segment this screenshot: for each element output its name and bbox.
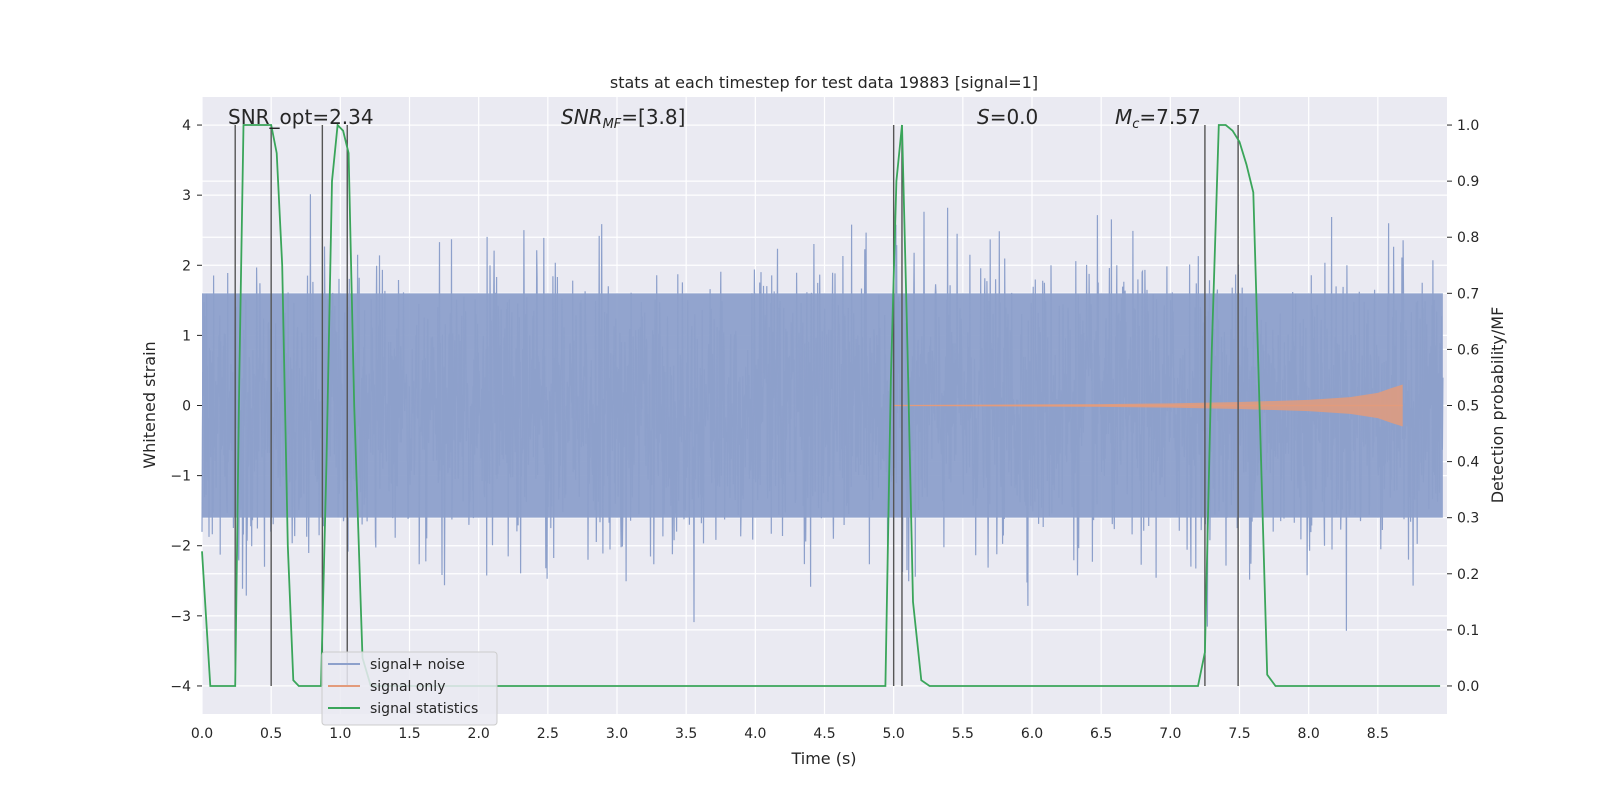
annotation-snr-opt: SNR_opt=2.34 — [228, 105, 374, 129]
y-right-tick-label: 0.1 — [1457, 623, 1479, 639]
legend: signal+ noise signal only signal statist… — [321, 651, 498, 726]
y-tick-label: −3 — [170, 609, 191, 625]
x-tick-label: 4.5 — [813, 726, 835, 742]
legend-label-stats: signal statistics — [370, 701, 478, 717]
y-right-axis-ticks: 0.0 0.1 0.2 0.3 0.4 0.5 0.6 0.7 0.8 0.9 1.0 — [1447, 118, 1479, 695]
x-tick-label: 5.5 — [952, 726, 974, 742]
legend-label-noise: signal+ noise — [370, 657, 465, 673]
x-tick-label: 6.5 — [1090, 726, 1112, 742]
chart-title: stats at each timestep for test data 198… — [610, 73, 1038, 92]
legend-box — [321, 651, 498, 726]
y-tick-label: 3 — [182, 188, 191, 204]
annotation-snr-mf: SNRMF=[3.8] — [561, 105, 685, 132]
signal-statistics-series — [201, 122, 1441, 687]
x-tick-label: 2.5 — [537, 726, 559, 742]
y-tick-label: 0 — [182, 399, 191, 415]
y-right-axis-label: Detection probability/MF — [1488, 307, 1507, 504]
y-tick-label: 4 — [182, 118, 191, 134]
y-right-tick-label: 0.3 — [1457, 511, 1479, 527]
x-tick-label: 4.0 — [744, 726, 766, 742]
y-axis-label: Whitened strain — [140, 341, 159, 468]
signal-statistics-line — [201, 122, 1441, 687]
y-right-tick-label: 1.0 — [1457, 118, 1479, 134]
signal-only-series — [893, 384, 1403, 427]
x-tick-label: 0.0 — [191, 726, 213, 742]
y-tick-label: −4 — [170, 679, 191, 695]
x-axis-label: Time (s) — [790, 749, 856, 768]
y-tick-label: 1 — [182, 328, 191, 344]
annotation-snr-mf-sub: MF — [603, 117, 622, 132]
y-right-tick-label: 0.5 — [1457, 399, 1479, 415]
x-tick-label: 3.5 — [675, 726, 697, 742]
vertical-lines — [234, 125, 1239, 686]
x-tick-label: 7.0 — [1159, 726, 1181, 742]
x-tick-label: 3.0 — [606, 726, 628, 742]
x-tick-label: 1.0 — [329, 726, 351, 742]
annotation-mc-rest: =7.57 — [1139, 105, 1200, 129]
x-tick-label: 5.0 — [883, 726, 905, 742]
x-axis-ticks: 0.0 0.5 1.0 1.5 2.0 2.5 3.0 3.5 4.0 4.5 5.0 5.5 6.0 6… — [191, 726, 1389, 742]
annotation-mc-main: M — [1115, 105, 1132, 129]
annotation-mc-sub: c — [1132, 117, 1139, 132]
annotation-snr-mf-main: SNR — [561, 105, 603, 129]
x-tick-label: 8.5 — [1367, 726, 1389, 742]
y-tick-label: −2 — [170, 539, 191, 555]
y-right-tick-label: 0.2 — [1457, 567, 1479, 583]
legend-label-signal: signal only — [370, 679, 445, 695]
x-tick-label: 2.0 — [468, 726, 490, 742]
x-tick-label: 7.5 — [1228, 726, 1250, 742]
y-right-tick-label: 0.0 — [1457, 679, 1479, 695]
annotation-mc: Mc=7.57 — [1115, 105, 1201, 132]
y-right-tick-label: 0.4 — [1457, 455, 1479, 471]
annotation-s-rest: =0.0 — [990, 105, 1039, 129]
annotation-snr-mf-rest: =[3.8] — [621, 105, 685, 129]
annotation-s: S=0.0 — [977, 105, 1038, 129]
y-right-tick-label: 0.6 — [1457, 342, 1479, 358]
noise-trace — [201, 194, 1444, 631]
x-tick-label: 8.0 — [1298, 726, 1320, 742]
x-tick-label: 0.5 — [260, 726, 282, 742]
y-right-tick-label: 0.8 — [1457, 230, 1479, 246]
annotation-s-main: S — [977, 105, 990, 129]
y-tick-label: −1 — [170, 469, 191, 485]
y-tick-label: 2 — [182, 258, 191, 274]
y-right-tick-label: 0.9 — [1457, 174, 1479, 190]
x-tick-label: 1.5 — [398, 726, 420, 742]
y-axis-ticks: −4 −3 −2 −1 0 1 2 3 4 — [170, 118, 202, 695]
y-right-tick-label: 0.7 — [1457, 286, 1479, 302]
x-tick-label: 6.0 — [1021, 726, 1043, 742]
